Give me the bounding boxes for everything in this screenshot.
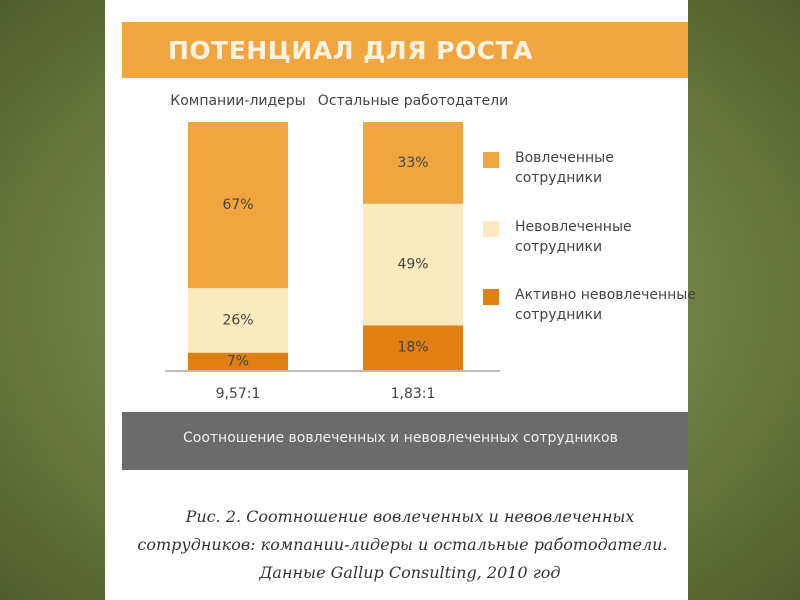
- category-label: Остальные работодатели: [318, 93, 508, 109]
- bar-segment: [363, 203, 463, 326]
- value-label: 26%: [222, 312, 253, 328]
- header-band: [122, 22, 688, 78]
- ratio-label: 9,57:1: [216, 386, 261, 402]
- caption: Данные Gallup Consulting, 2010 год: [259, 563, 561, 582]
- bar-segment: [188, 352, 288, 370]
- value-label: 7%: [227, 353, 249, 369]
- legend-label: Активно невовлеченные сотрудники: [515, 287, 696, 323]
- legend-swatch: [483, 289, 499, 305]
- chart-title: ПОТЕНЦИАЛ ДЛЯ РОСТА: [168, 36, 533, 65]
- legend-swatch: [483, 221, 499, 237]
- caption: Рис. 2. Соотношение вовлеченных и невовл…: [185, 507, 635, 526]
- value-label: 18%: [397, 340, 428, 356]
- footer-text: Соотношение вовлеченных и невовлеченных …: [183, 430, 618, 446]
- caption: сотрудников: компании-лидеры и остальные…: [137, 535, 668, 554]
- value-label: 49%: [397, 257, 428, 273]
- bar-segment: [363, 325, 463, 370]
- legend-label: Вовлеченные сотрудники: [515, 150, 614, 186]
- ratio-label: 1,83:1: [391, 386, 436, 402]
- legend-swatch: [483, 152, 499, 168]
- footer-band: [122, 412, 688, 470]
- bar-segment: [188, 122, 288, 289]
- bar-segment: [363, 122, 463, 204]
- legend-label: Невовлеченные сотрудники: [515, 219, 632, 255]
- category-label: Компании-лидеры: [170, 93, 305, 109]
- bar-segment: [188, 288, 288, 353]
- value-label: 67%: [222, 197, 253, 213]
- value-label: 33%: [397, 155, 428, 171]
